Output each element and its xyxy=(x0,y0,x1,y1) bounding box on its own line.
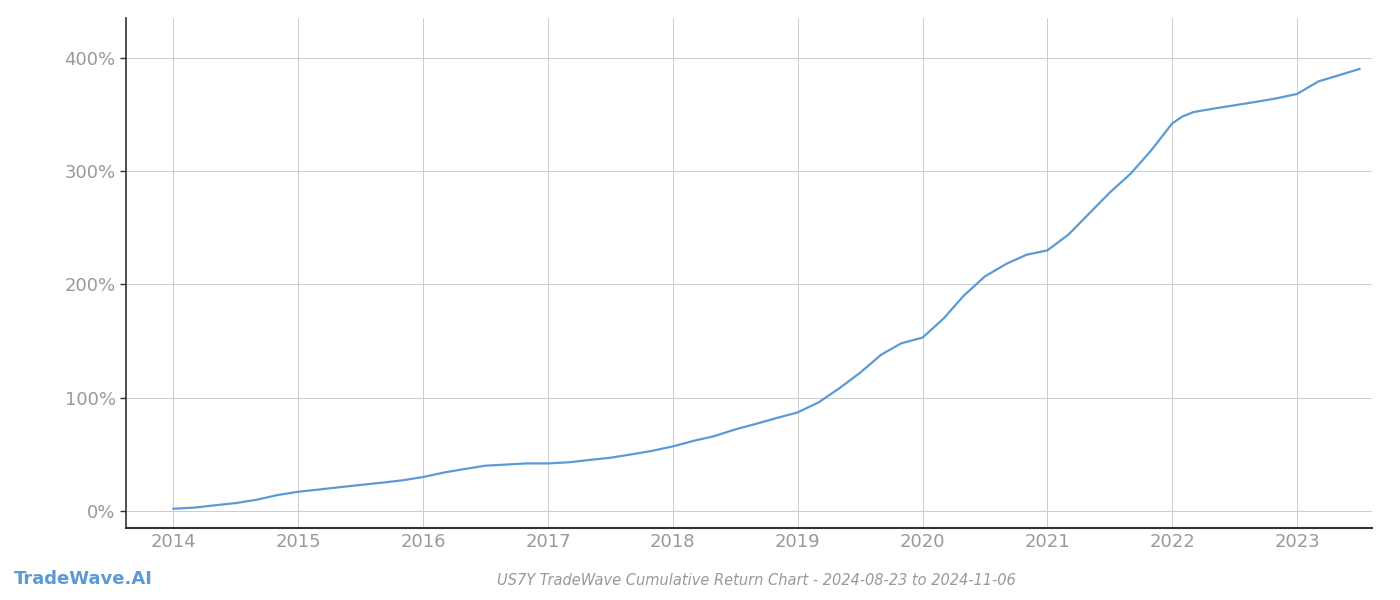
Text: TradeWave.AI: TradeWave.AI xyxy=(14,570,153,588)
Text: US7Y TradeWave Cumulative Return Chart - 2024-08-23 to 2024-11-06: US7Y TradeWave Cumulative Return Chart -… xyxy=(497,573,1015,588)
